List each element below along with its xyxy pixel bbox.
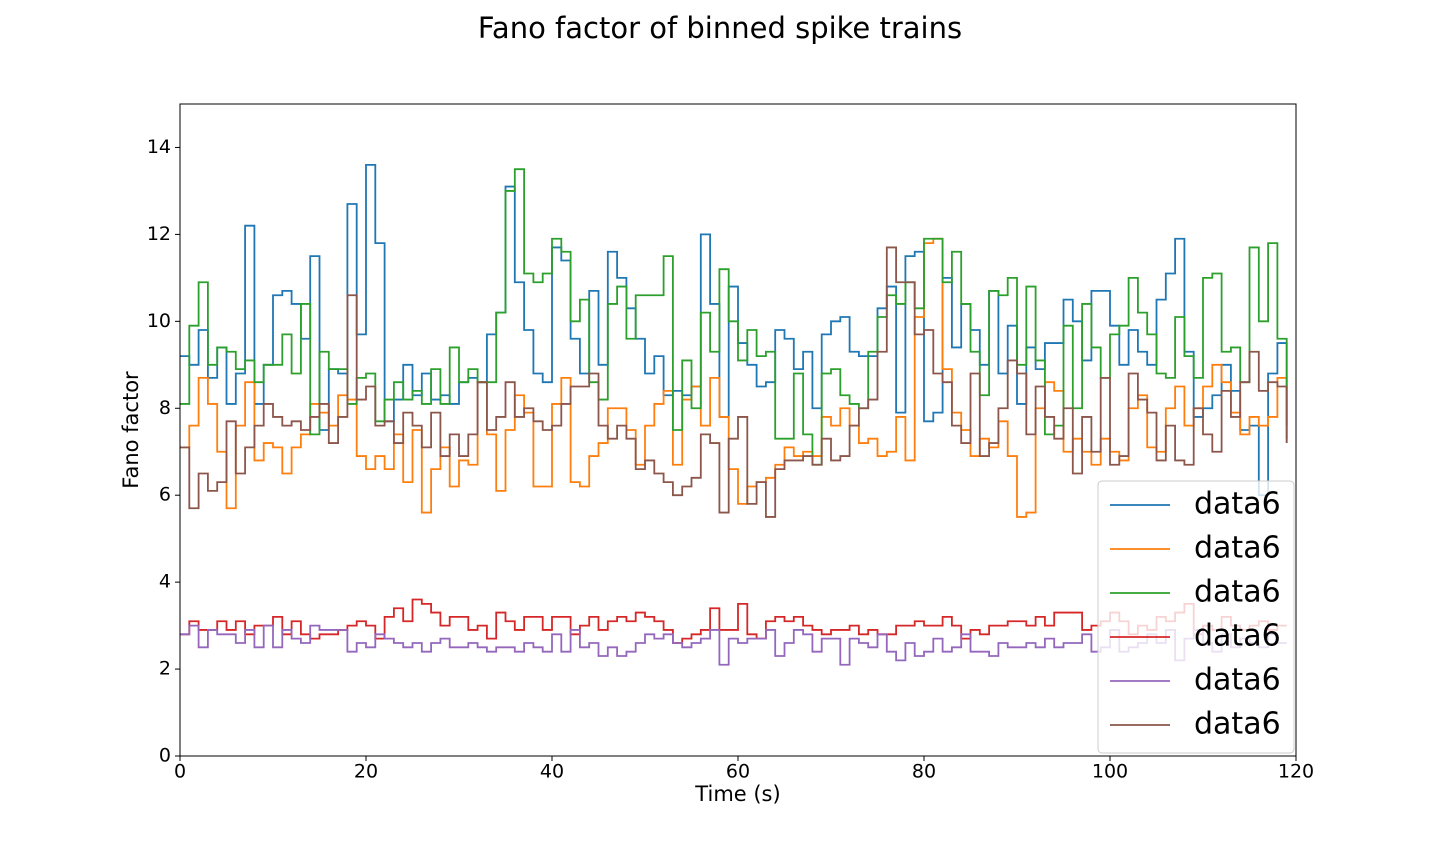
series-line [180, 246, 1288, 518]
x-tick-label: 0 [174, 761, 186, 783]
legend-label: data6 [1194, 487, 1281, 522]
y-tick-label: 10 [147, 310, 171, 332]
series-line [180, 168, 1288, 466]
y-tick-label: 14 [147, 136, 171, 158]
legend-label: data6 [1194, 531, 1281, 566]
y-tick-label: 2 [159, 658, 171, 680]
x-tick-label: 40 [540, 761, 564, 783]
chart-title: Fano factor of binned spike trains [478, 11, 962, 45]
plot-frame [179, 103, 1297, 757]
x-tick-label: 80 [912, 761, 936, 783]
legend-label: data6 [1194, 663, 1281, 698]
y-tick-label: 6 [159, 484, 171, 506]
x-tick-label: 120 [1278, 761, 1314, 783]
x-axis-label: Time (s) [694, 782, 780, 806]
y-tick-label: 0 [159, 745, 171, 767]
y-tick-label: 8 [159, 397, 171, 419]
y-tick-label: 12 [147, 223, 171, 245]
legend-label: data6 [1194, 707, 1281, 742]
series-line [180, 163, 1288, 497]
legend-label: data6 [1194, 575, 1281, 610]
x-tick-label: 20 [354, 761, 378, 783]
series-line [180, 237, 1288, 518]
x-tick-label: 60 [726, 761, 750, 783]
x-tick-label: 100 [1092, 761, 1128, 783]
legend: data6 data6 data6 data6 data6 data6 [1097, 480, 1295, 754]
y-tick-label: 4 [159, 571, 171, 593]
legend-label: data6 [1194, 619, 1281, 654]
y-axis-label: Fano factor [119, 371, 143, 489]
